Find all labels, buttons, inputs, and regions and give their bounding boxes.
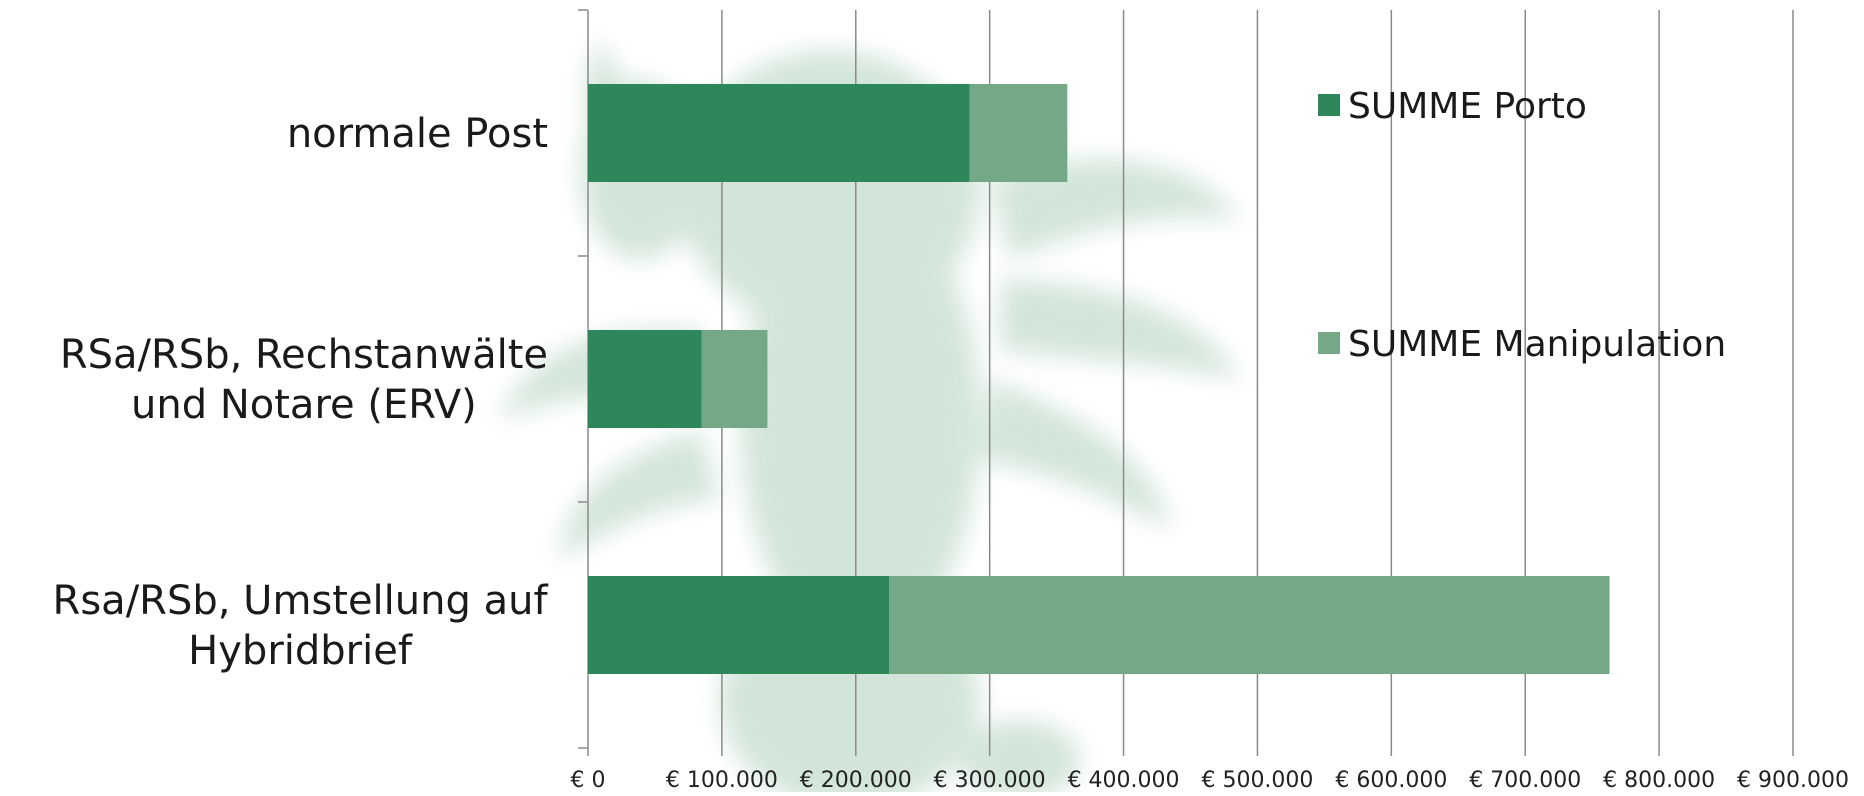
- bar-segment: [889, 576, 1610, 674]
- bars: [588, 84, 1610, 674]
- category-labels: normale Post RSa/RSb, Rechstanwälte und No…: [53, 111, 549, 674]
- bar-segment: [588, 330, 702, 428]
- category-label-line: Rsa/RSb, Umstellung auf: [53, 578, 549, 624]
- bar-segment: [588, 576, 890, 674]
- x-tick-label: € 300.000: [934, 768, 1046, 792]
- bar-segment: [969, 84, 1068, 182]
- x-tick-label: € 100.000: [666, 768, 778, 792]
- category-label-line: und Notare (ERV): [131, 382, 477, 428]
- x-tick-label: € 200.000: [800, 768, 912, 792]
- category-label-line: RSa/RSb, Rechstanwälte: [60, 332, 548, 378]
- x-tick-label: € 600.000: [1335, 768, 1447, 792]
- category-label: normale Post: [287, 111, 548, 157]
- category-label-line: Hybridbrief: [188, 628, 413, 674]
- bar-segment: [588, 84, 970, 182]
- bar-segment: [701, 330, 768, 428]
- x-tick-label: € 0: [571, 768, 606, 792]
- legend-label: SUMME Porto: [1348, 86, 1587, 127]
- x-tick-label: € 900.000: [1737, 768, 1849, 792]
- legend: SUMME Porto SUMME Manipulation: [1318, 86, 1726, 365]
- x-tick-label: € 700.000: [1469, 768, 1581, 792]
- category-label-line: normale Post: [287, 111, 548, 157]
- legend-label: SUMME Manipulation: [1348, 324, 1726, 365]
- category-label: RSa/RSb, Rechstanwälte und Notare (ERV): [60, 332, 548, 428]
- legend-swatch: [1318, 94, 1340, 116]
- legend-swatch: [1318, 332, 1340, 354]
- x-tick-label: € 500.000: [1201, 768, 1313, 792]
- category-label: Rsa/RSb, Umstellung auf Hybridbrief: [53, 578, 549, 674]
- x-tick-label: € 800.000: [1603, 768, 1715, 792]
- x-tick-labels: € 0 € 100.000 € 200.000 € 300.000 € 400.000 €…: [571, 768, 1849, 793]
- x-tick-label: € 400.000: [1068, 768, 1180, 792]
